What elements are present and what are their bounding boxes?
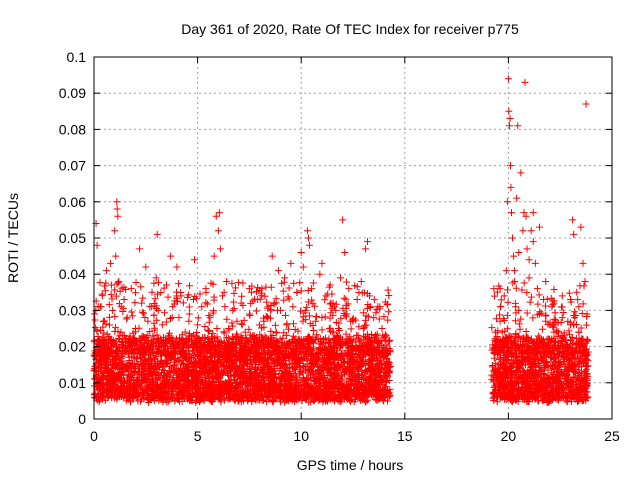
- dense-band-point: [190, 348, 198, 356]
- dense-band-point: [194, 334, 202, 342]
- dense-band-point: [362, 397, 370, 405]
- dense-band-layer: [90, 278, 592, 407]
- dense-band-point: [113, 395, 121, 403]
- dense-band-point: [153, 334, 161, 342]
- dense-band-point: [103, 330, 111, 338]
- dense-band-point: [163, 398, 171, 406]
- dense-band-point: [166, 362, 174, 370]
- dense-band-point: [279, 334, 287, 342]
- dense-band-point: [336, 398, 344, 406]
- dense-band-point: [278, 339, 286, 347]
- dense-band-point: [303, 357, 311, 365]
- dense-band-point: [263, 397, 271, 405]
